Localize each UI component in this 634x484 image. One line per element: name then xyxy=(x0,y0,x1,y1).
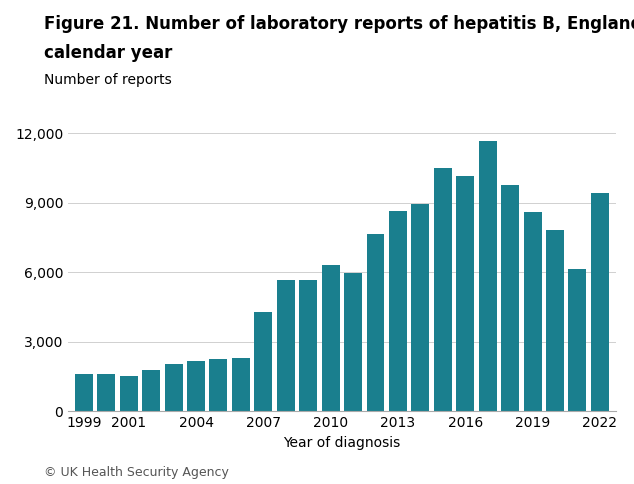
Text: © UK Health Security Agency: © UK Health Security Agency xyxy=(44,466,230,479)
Bar xyxy=(120,377,138,411)
Bar xyxy=(411,204,429,411)
Bar xyxy=(569,269,586,411)
Bar xyxy=(299,280,317,411)
Bar xyxy=(479,141,496,411)
Bar xyxy=(344,273,362,411)
Bar xyxy=(524,212,541,411)
Bar xyxy=(254,312,272,411)
Bar xyxy=(75,374,93,411)
Bar xyxy=(389,211,407,411)
Bar xyxy=(277,280,295,411)
Bar xyxy=(232,358,250,411)
Bar xyxy=(142,370,160,411)
Text: Figure 21. Number of laboratory reports of hepatitis B, England, 1999 to 2022: Figure 21. Number of laboratory reports … xyxy=(44,15,634,32)
Bar xyxy=(591,193,609,411)
Bar xyxy=(209,359,228,411)
Text: Number of reports: Number of reports xyxy=(44,73,172,87)
Bar xyxy=(501,185,519,411)
Bar xyxy=(97,374,115,411)
Bar xyxy=(366,234,384,411)
X-axis label: Year of diagnosis: Year of diagnosis xyxy=(283,436,401,450)
Bar xyxy=(434,168,452,411)
Bar xyxy=(546,230,564,411)
Bar xyxy=(187,362,205,411)
Bar xyxy=(165,363,183,411)
Bar xyxy=(456,176,474,411)
Text: calendar year: calendar year xyxy=(44,44,172,61)
Bar xyxy=(321,265,340,411)
